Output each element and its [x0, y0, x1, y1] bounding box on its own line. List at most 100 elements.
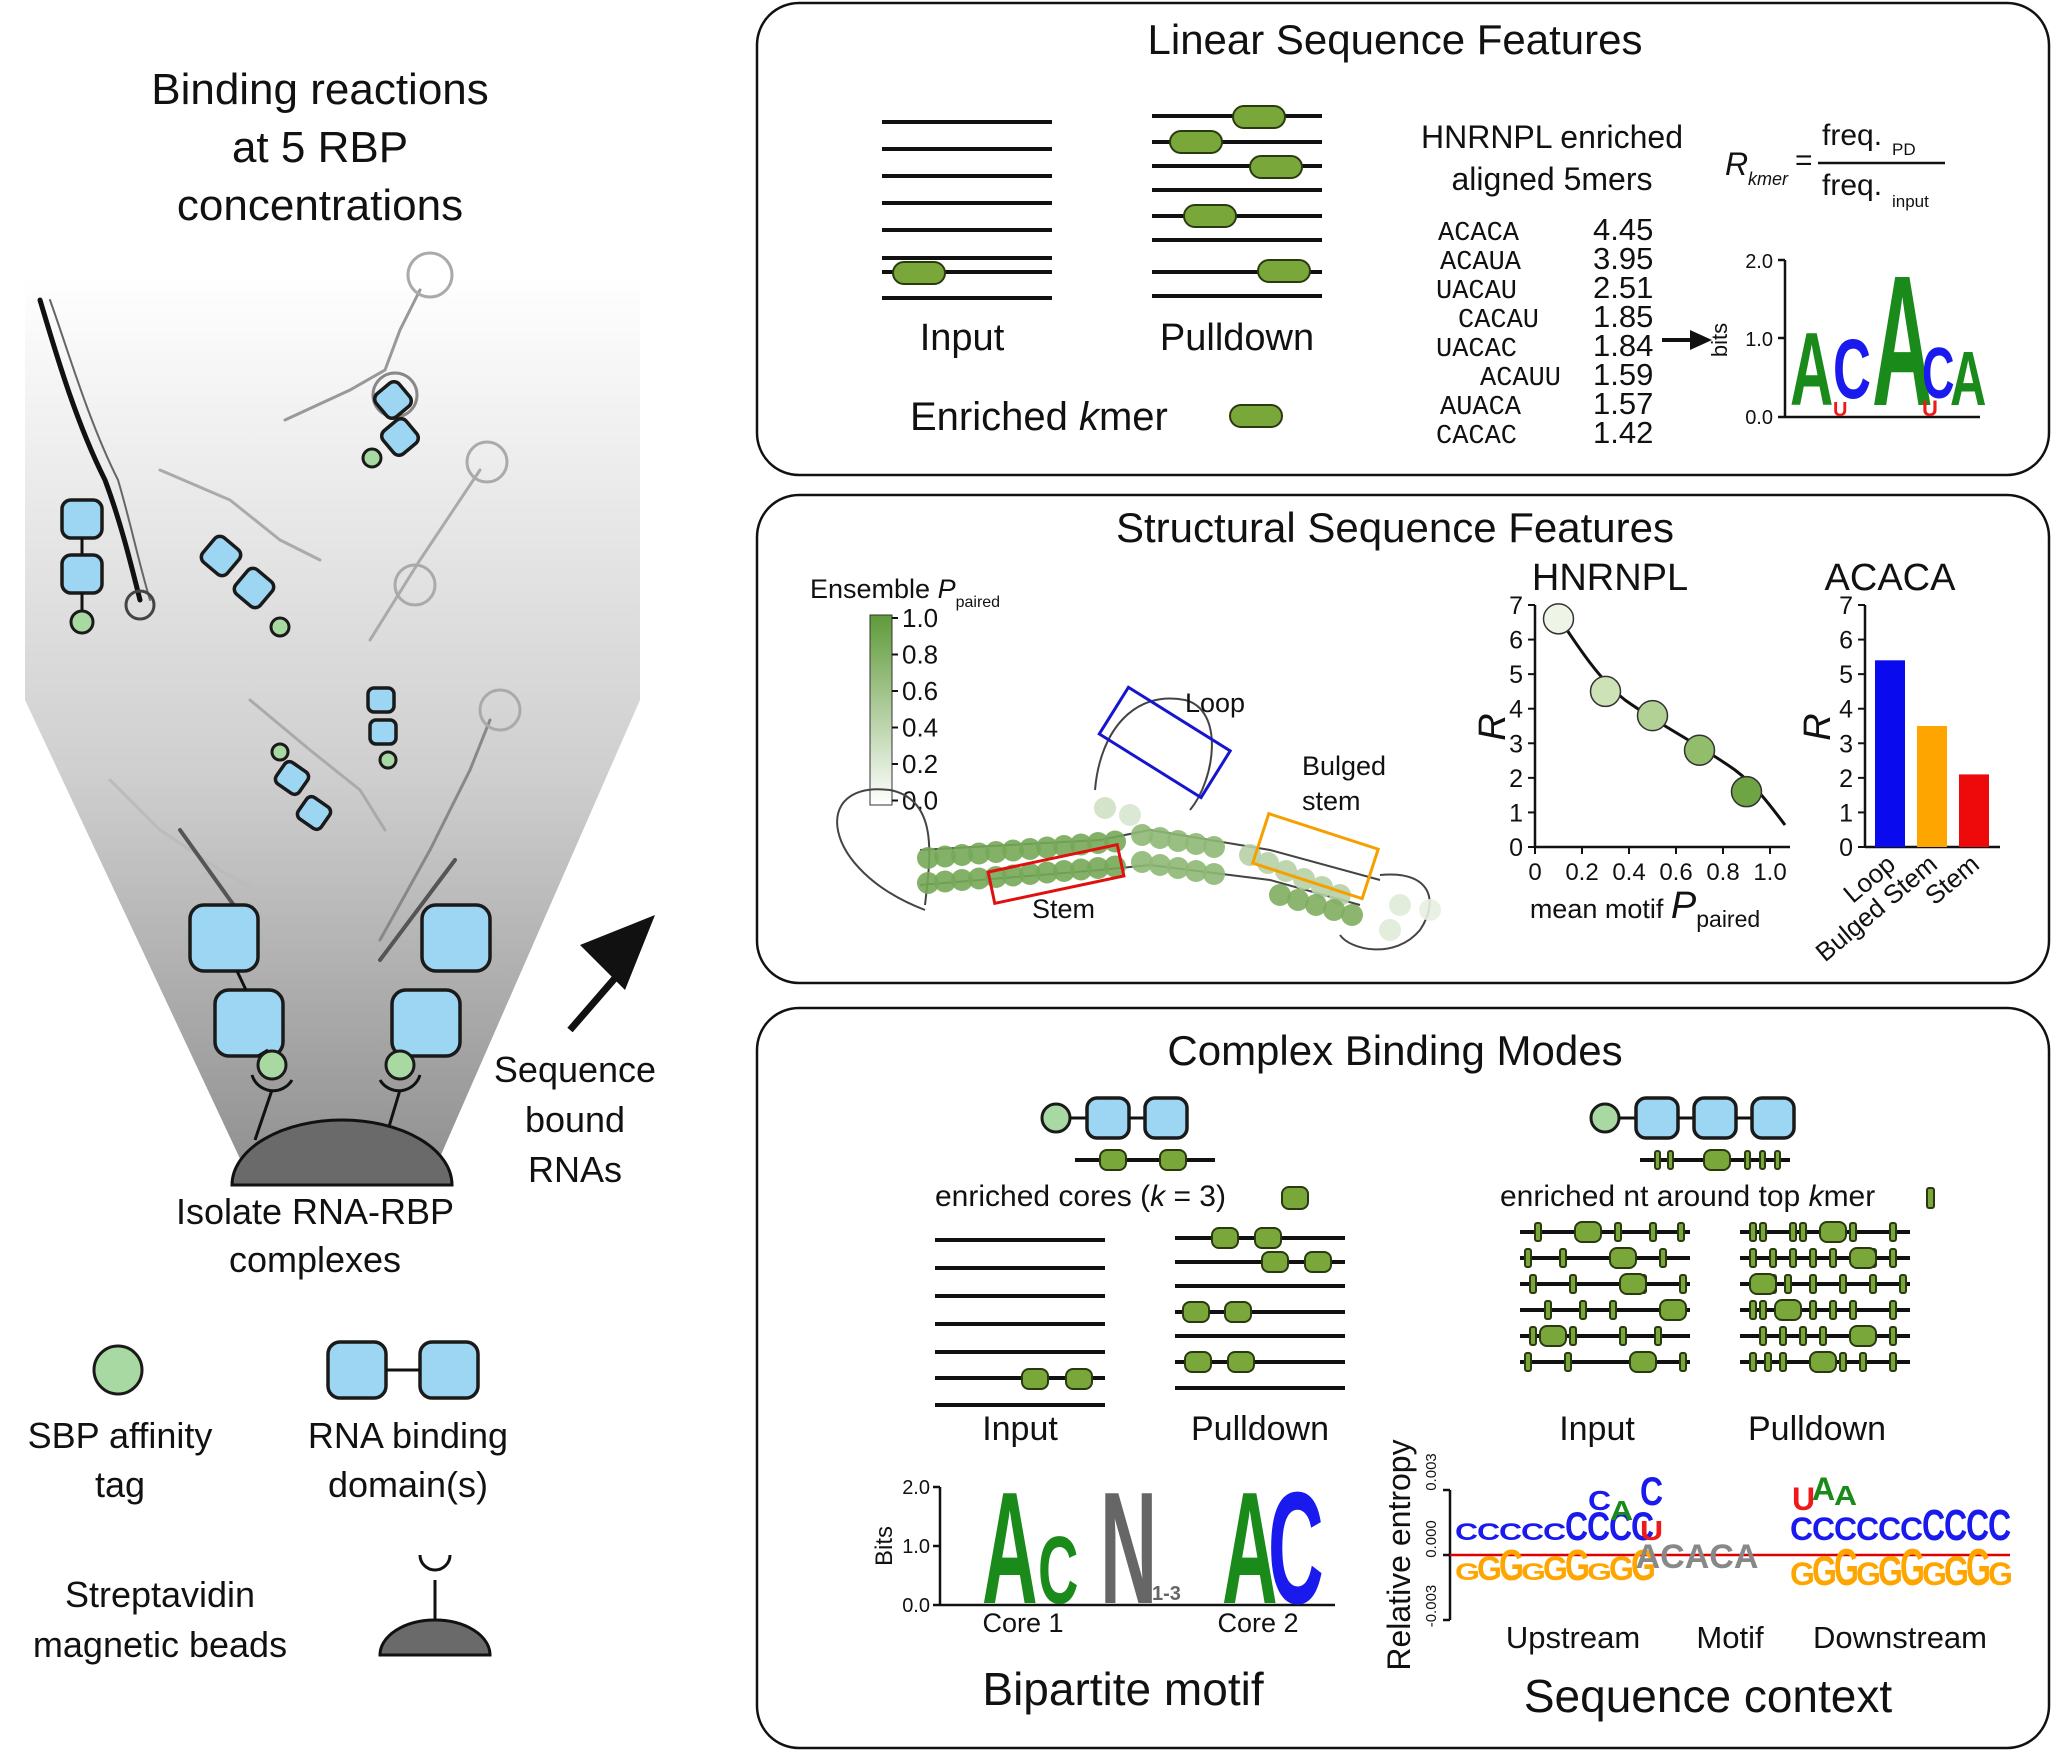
left-title-line-3: concentrations	[177, 181, 463, 230]
rbd	[1750, 1096, 1796, 1140]
nucleotide	[1131, 824, 1153, 846]
rna-backbone	[1094, 697, 1213, 811]
kmer-seq: UACAU	[1436, 277, 1517, 307]
legend: SBP affinity tag RNA binding domain(s) S…	[28, 1340, 508, 1665]
logo-tick: 2.0	[1745, 251, 1773, 273]
sbp-tag	[1040, 1102, 1072, 1134]
rbd	[1692, 1096, 1738, 1140]
svg-text:G: G	[1455, 1558, 1480, 1585]
nucleotide	[951, 844, 973, 866]
kmer-pill	[1183, 204, 1237, 228]
nt-tick	[1534, 1222, 1542, 1242]
context-tick: 0.003	[1423, 1453, 1440, 1491]
rna-structure	[836, 697, 1441, 951]
scatter-ytick: 2	[1509, 765, 1523, 793]
nucleotide	[1323, 899, 1345, 921]
rna-hairpin	[248, 698, 387, 832]
scatter-point	[1589, 675, 1622, 708]
sbp-tag	[269, 616, 291, 638]
rna-hairpin	[108, 778, 257, 892]
linear-sequence-logo: 2.0 1.0 0.0 bits A C A C A U U	[1707, 236, 1986, 445]
kmer-value: 1.84	[1593, 328, 1653, 363]
kmer-value: 1.42	[1593, 415, 1653, 450]
core-pill	[1819, 1221, 1847, 1243]
nt-tick	[1569, 1326, 1577, 1346]
legend-beads-line-2: magnetic beads	[33, 1624, 287, 1665]
kmer-value: 1.85	[1593, 299, 1653, 334]
nt-tick	[1749, 1248, 1757, 1268]
bits-tick: 1.0	[902, 1536, 930, 1558]
core-pill	[1224, 1301, 1252, 1323]
nt-tick	[1819, 1326, 1827, 1346]
output-arrow	[567, 915, 655, 1033]
nucleotide	[1131, 851, 1153, 873]
bits-tick: 0.0	[902, 1595, 930, 1617]
nt-tick	[1569, 1274, 1577, 1294]
core-pill	[1609, 1247, 1637, 1269]
nucleotide	[1019, 863, 1041, 885]
context-logo: 0.003 0.000 -0.003 Relative entropy CGCG…	[1381, 1439, 2013, 1722]
bar-ytick: 2	[1839, 765, 1853, 793]
legend-rbd-symbol	[418, 1340, 480, 1400]
nt-tick	[1764, 1352, 1772, 1372]
rna-hairpin	[49, 299, 151, 601]
svg-text:G: G	[1988, 1556, 2013, 1592]
rbd	[60, 553, 104, 595]
sbp-tag	[270, 742, 290, 762]
sbp-tag	[361, 447, 383, 469]
isolate-label-line-2: complexes	[229, 1239, 401, 1280]
rna-hairpin	[378, 858, 457, 962]
core-pill	[1774, 1299, 1802, 1321]
nucleotide	[1002, 839, 1024, 862]
svg-text:C: C	[1944, 1501, 1967, 1550]
svg-text:G: G	[1477, 1549, 1502, 1587]
rna-hairpin	[368, 468, 482, 642]
nucleotide	[1036, 836, 1058, 859]
scatter-title: HNRNPL	[1532, 557, 1688, 599]
panel-structural: Structural Sequence Features Ensemble Pp…	[755, 493, 2051, 985]
nt-tick	[1829, 1248, 1837, 1268]
svg-text:C: C	[1856, 1511, 1879, 1547]
rna-loop	[406, 251, 454, 299]
bar-ytick: 6	[1839, 627, 1853, 655]
kmer-seq: AUACA	[1440, 393, 1522, 423]
svg-text:C: C	[1477, 1518, 1500, 1545]
structural-title: Structural Sequence Features	[1116, 504, 1674, 551]
linear-title: Linear Sequence Features	[1148, 16, 1643, 63]
svg-text:G: G	[1587, 1558, 1612, 1585]
core-pill	[1849, 1247, 1877, 1269]
rbd	[213, 988, 285, 1058]
scatter-xtick: 0	[1528, 859, 1541, 886]
kmer-value: 1.59	[1593, 357, 1653, 392]
rbd	[390, 988, 462, 1058]
nt-tick	[1779, 1352, 1787, 1372]
rbd	[366, 686, 396, 714]
core-pill	[1211, 1227, 1239, 1249]
nt-tick	[1809, 1274, 1817, 1294]
rna-hairpin	[158, 468, 322, 562]
nucleotide	[968, 842, 990, 865]
sbp-tag	[69, 609, 95, 635]
kmer-table: ACACA 4.45 ACAUA 3.95 UACAU 2.51 CACAU 1.85 UACA…	[1436, 212, 1653, 452]
kmer-seq: UACAC	[1436, 335, 1517, 365]
kmer-pill	[1232, 105, 1286, 129]
bar	[1959, 774, 1989, 847]
rna-loop	[124, 589, 156, 621]
svg-text:G: G	[1521, 1558, 1546, 1585]
arrow-label-line-3: RNAs	[528, 1149, 622, 1190]
svg-text:U: U	[1640, 1516, 1663, 1547]
scatter-chart: HNRNPL 0 1 2 3 4 5 6 7 0 0.2 0.4 0.6 0.8 1.0 R mean m…	[1472, 557, 1790, 932]
rna-backbone	[1339, 873, 1431, 951]
kmer-table-title-1: HNRNPL enriched	[1421, 119, 1683, 155]
legend-rbd-line-2: domain(s)	[328, 1464, 488, 1505]
nucleotide	[1419, 899, 1441, 921]
nucleotide	[1239, 844, 1261, 866]
core-pill	[1304, 1251, 1332, 1273]
rbd	[1143, 1096, 1189, 1140]
logo-letter-A: A	[1790, 311, 1833, 427]
bar-ytick: 4	[1839, 696, 1853, 724]
cores-label: enriched cores (k = 3)	[935, 1180, 1226, 1213]
kmer-pill	[1257, 259, 1311, 283]
rna-loop	[393, 563, 437, 607]
rna-hairpin	[283, 288, 422, 422]
